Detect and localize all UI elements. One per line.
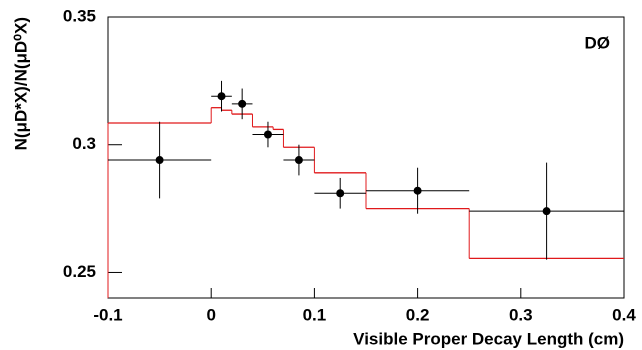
x-tick-label: 0.2	[406, 305, 430, 324]
y-tick-label: 0.25	[63, 262, 96, 281]
x-tick-label: 0.4	[612, 305, 636, 324]
x-tick-label: -0.1	[93, 305, 122, 324]
data-point	[413, 186, 422, 195]
data-point	[336, 189, 345, 198]
x-tick-label: 0.1	[303, 305, 327, 324]
data-point	[217, 92, 226, 101]
y-tick-label: 0.35	[63, 6, 96, 25]
data-point	[155, 156, 164, 165]
y-tick-label: 0.3	[72, 134, 96, 153]
annotation: DØ	[585, 33, 611, 52]
y-axis-label: N(μD*X)/N(μD⁰X)	[11, 17, 30, 150]
data-point	[294, 156, 303, 165]
data-point	[238, 99, 247, 108]
data-point	[542, 207, 551, 216]
x-tick-label: 0	[206, 305, 215, 324]
data-point	[263, 130, 272, 139]
x-axis-label: Visible Proper Decay Length (cm)	[353, 329, 624, 348]
x-tick-label: 0.3	[509, 305, 533, 324]
